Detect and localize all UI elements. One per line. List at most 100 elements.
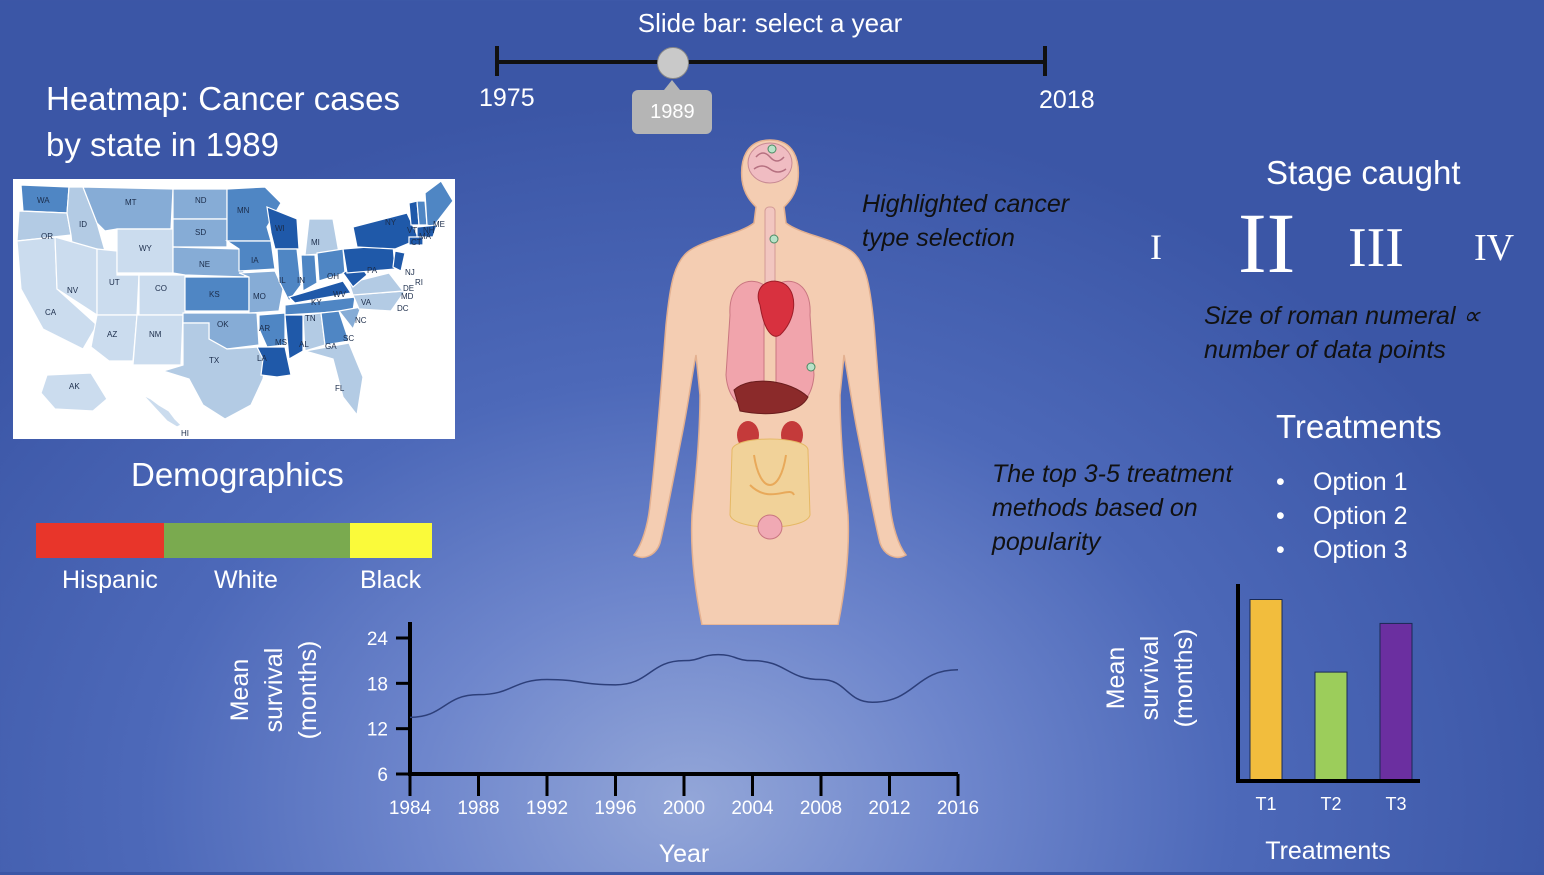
svg-text:SD: SD (195, 228, 206, 237)
state-ny[interactable] (352, 212, 420, 250)
ylabel-line: survival (1136, 636, 1164, 721)
treatment-option[interactable]: Option 3 (1276, 533, 1408, 567)
treatment-options-list: Option 1 Option 2 Option 3 (1276, 465, 1408, 567)
y-tick-label: 18 (367, 674, 388, 695)
state-ct[interactable] (408, 236, 424, 246)
survival-line-chart[interactable]: Mean survival (months) 24 18 12 6 1984 1988 199… (220, 608, 1000, 870)
state-sc[interactable] (337, 306, 362, 331)
state-nj[interactable] (392, 250, 406, 272)
treatments-title: Treatments (1276, 408, 1442, 445)
stage-size-note: Size of roman numeral ∝ number of data p… (1204, 302, 1481, 364)
demographic-segment-black[interactable] (350, 523, 432, 558)
slider-max-label: 2018 (1039, 86, 1095, 114)
svg-text:CA: CA (45, 308, 57, 317)
stage-numeral-i[interactable]: I (1150, 227, 1162, 267)
svg-text:AZ: AZ (107, 330, 117, 339)
demographic-segment-white[interactable] (164, 523, 350, 558)
svg-text:AL: AL (299, 340, 309, 349)
state-co[interactable] (138, 274, 186, 316)
svg-text:NC: NC (355, 316, 367, 325)
svg-text:MN: MN (237, 206, 250, 215)
svg-text:PA: PA (367, 266, 378, 275)
svg-text:CO: CO (155, 284, 167, 293)
treatment-option[interactable]: Option 1 (1276, 465, 1408, 499)
body-selection-note: Highlighted cancer type selection (862, 190, 1070, 252)
state-ne[interactable] (172, 246, 246, 278)
state-mi[interactable] (304, 218, 340, 256)
year-slider-thumb[interactable] (657, 47, 690, 79)
state-va[interactable] (348, 272, 405, 296)
slider-min-label: 1975 (479, 84, 535, 112)
svg-text:VT: VT (407, 226, 417, 235)
state-ia[interactable] (225, 240, 276, 272)
state-hi[interactable] (142, 394, 183, 428)
state-mo[interactable] (238, 270, 284, 314)
ylabel-line: (months) (294, 641, 322, 740)
state-sd[interactable] (172, 218, 228, 248)
bar-t3[interactable] (1379, 622, 1413, 782)
stage-title: Stage caught (1266, 154, 1461, 191)
stage-numeral-iv[interactable]: IV (1474, 227, 1515, 269)
state-ar[interactable] (258, 312, 286, 348)
svg-text:ID: ID (79, 220, 87, 229)
demographic-label-black: Black (360, 566, 422, 594)
svg-text:KS: KS (209, 290, 220, 299)
svg-text:NY: NY (385, 218, 397, 227)
demographics-title: Demographics (131, 456, 344, 493)
svg-text:NV: NV (67, 286, 79, 295)
human-body-figure[interactable] (630, 135, 910, 626)
state-ms[interactable] (284, 314, 304, 360)
state-ky[interactable] (287, 280, 353, 304)
treatment-option[interactable]: Option 2 (1276, 499, 1408, 533)
svg-text:NE: NE (199, 260, 210, 269)
us-heatmap[interactable]: WA MT ND MN OR ID SD WI MI VT NH ME WY NE IA NY MA C… (13, 179, 455, 439)
state-me[interactable] (424, 180, 454, 228)
line-chart-ylabel: Mean survival (months) (226, 641, 322, 740)
svg-text:IN: IN (297, 276, 305, 285)
state-in[interactable] (300, 254, 318, 293)
svg-text:GA: GA (325, 342, 337, 351)
line-chart-xlabel: Year (659, 840, 710, 868)
svg-text:MA: MA (419, 232, 432, 241)
bar-chart-xlabel: Treatments (1265, 837, 1391, 865)
heatmap-title: Heatmap: Cancer cases by state in 1989 (46, 80, 400, 163)
state-az[interactable] (90, 314, 138, 362)
state-fl[interactable] (304, 342, 364, 417)
svg-text:OH: OH (327, 272, 339, 281)
demographic-label-white: White (214, 566, 278, 594)
svg-text:NM: NM (149, 330, 162, 339)
stage-numeral-ii[interactable]: II (1238, 195, 1296, 291)
svg-text:IL: IL (279, 276, 286, 285)
ylabel-line: (months) (1170, 629, 1198, 728)
state-ma[interactable] (416, 224, 438, 238)
state-il[interactable] (276, 248, 302, 303)
slider-track[interactable] (497, 60, 1045, 64)
x-tick-label: 2004 (731, 798, 774, 819)
state-tx[interactable] (160, 322, 268, 420)
svg-text:WV: WV (333, 290, 347, 299)
state-ga[interactable] (320, 310, 350, 346)
y-tick-label: 12 (367, 720, 388, 741)
bar-t2[interactable] (1314, 671, 1348, 782)
treatment-bar-chart[interactable]: Mean survival (months) T1 T2 T3 Treatments (1100, 578, 1440, 868)
svg-text:MT: MT (125, 198, 137, 207)
svg-text:IA: IA (251, 256, 259, 265)
state-nm[interactable] (132, 314, 184, 366)
demographic-segment-hispanic[interactable] (36, 523, 164, 558)
bar-t1[interactable] (1249, 599, 1283, 782)
svg-text:ND: ND (195, 196, 207, 205)
demographics-bar[interactable] (36, 523, 432, 558)
svg-text:SC: SC (343, 334, 354, 343)
svg-text:NH: NH (423, 226, 435, 235)
svg-text:MS: MS (275, 338, 287, 347)
svg-text:CT: CT (411, 238, 422, 247)
svg-text:TX: TX (209, 356, 220, 365)
slider-title: Slide bar: select a year (637, 8, 903, 38)
svg-text:DC: DC (397, 304, 409, 313)
svg-text:ME: ME (433, 220, 445, 229)
stage-numeral-iii[interactable]: III (1348, 217, 1404, 279)
state-ak[interactable] (40, 372, 108, 412)
state-la[interactable] (256, 346, 292, 378)
bar-category-label: T2 (1320, 794, 1341, 814)
